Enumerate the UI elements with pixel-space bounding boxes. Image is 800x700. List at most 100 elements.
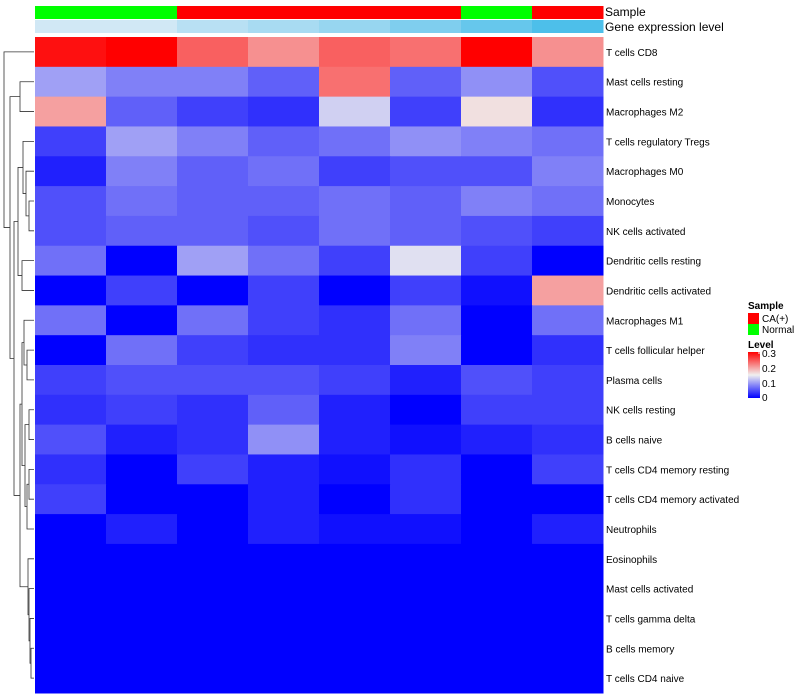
legend-sample-title: Sample: [748, 301, 784, 312]
sample-annotation-track: [35, 6, 604, 19]
heatmap-cell: [461, 215, 533, 247]
heatmap-cell: [532, 573, 604, 605]
heatmap-cell: [390, 603, 462, 634]
row-label: B cells memory: [606, 644, 674, 655]
heatmap-cell: [319, 126, 391, 157]
legend-level-title: Level: [748, 340, 774, 351]
dendrogram-branch: [17, 167, 23, 276]
legend: Sample CA(+) Normal Level 0.3 0.2 0.1 0: [748, 301, 794, 404]
heatmap-cell: [319, 543, 391, 575]
dendrogram-branch: [26, 349, 34, 381]
heatmap-cell: [177, 603, 249, 634]
dendrogram-branch: [13, 221, 20, 496]
heatmap-cell: [319, 514, 391, 545]
heatmap-cell: [390, 66, 462, 98]
sample-annotation-cell: [532, 6, 604, 19]
row-label: T cells regulatory Tregs: [606, 137, 710, 148]
sample-annotation-cell: [319, 6, 391, 19]
heatmap-cell: [106, 126, 178, 157]
heatmap-cell: [390, 543, 462, 575]
heatmap-cell: [248, 66, 320, 98]
heatmap-cell: [106, 335, 178, 366]
heatmap-cell: [35, 394, 107, 426]
heatmap-cell: [35, 186, 107, 217]
heatmap-cell: [177, 484, 249, 515]
heatmap-cell: [248, 126, 320, 157]
sample-annotation-cell: [106, 6, 178, 19]
row-label: NK cells resting: [606, 406, 675, 417]
heatmap-cell: [177, 335, 249, 366]
legend-level-colorbar: [748, 352, 760, 398]
row-label: B cells naive: [606, 436, 663, 447]
heatmap-cell: [35, 245, 107, 277]
legend-tick-0: 0: [762, 393, 768, 404]
expression-annotation-cell: [390, 20, 462, 33]
heatmap-cell: [461, 66, 533, 98]
heatmap-cell: [248, 543, 320, 575]
heatmap-cell: [532, 156, 604, 187]
heatmap-cell: [532, 96, 604, 127]
expression-annotation-cell: [177, 20, 249, 33]
heatmap-cell: [35, 37, 107, 68]
legend-normal-label: Normal: [762, 325, 794, 336]
dendrogram-branch: [28, 468, 34, 500]
heatmap-cell: [461, 633, 533, 664]
heatmap-cell: [248, 186, 320, 217]
heatmap-cell: [248, 573, 320, 605]
heatmap-cell: [177, 394, 249, 426]
heatmap-cell: [106, 514, 178, 545]
heatmap-cell: [461, 603, 533, 634]
row-label: Neutrophils: [606, 525, 657, 536]
row-dendrogram: [3, 51, 34, 679]
heatmap-cell: [461, 514, 533, 545]
heatmap-cell: [177, 275, 249, 306]
heatmap-cell: [248, 633, 320, 664]
expression-annotation-cell: [35, 20, 107, 33]
heatmap-cell: [319, 96, 391, 127]
heatmap-cell: [390, 37, 462, 68]
heatmap-cell: [461, 126, 533, 157]
heatmap-cell: [319, 573, 391, 605]
row-label: Plasma cells: [606, 376, 662, 387]
heatmap-cell: [35, 275, 107, 306]
heatmap-cell: [390, 454, 462, 485]
heatmap-cell: [532, 365, 604, 396]
heatmap-cell: [35, 156, 107, 187]
heatmap-cell: [248, 275, 320, 306]
heatmap-cell: [461, 305, 533, 336]
dendrogram-branch: [26, 483, 34, 530]
expression-track-label: Gene expression level: [605, 20, 724, 34]
heatmap-cell: [390, 215, 462, 247]
heatmap-cell: [177, 514, 249, 545]
heatmap-cell: [319, 484, 391, 515]
dendrogram-branch: [25, 170, 34, 217]
heatmap-cell: [177, 305, 249, 336]
heatmap-cell: [35, 633, 107, 664]
sample-annotation-cell: [177, 6, 249, 19]
heatmap-cell: [106, 633, 178, 664]
dendrogram-branch: [22, 140, 34, 194]
heatmap-cell: [248, 335, 320, 366]
heatmap-cell: [248, 424, 320, 455]
heatmap-cell: [390, 245, 462, 277]
row-label: Dendritic cells resting: [606, 257, 701, 268]
legend-ca-label: CA(+): [762, 314, 788, 325]
heatmap-cell: [106, 96, 178, 127]
heatmap-cell: [248, 96, 320, 127]
heatmap-cell: [461, 484, 533, 515]
row-label: T cells CD8: [606, 48, 658, 59]
dendrogram-branch: [3, 51, 34, 228]
heatmap-cell: [532, 543, 604, 575]
heatmap-cell: [390, 275, 462, 306]
legend-normal-swatch: [748, 324, 759, 335]
heatmap-cell: [106, 365, 178, 396]
heatmap-cell: [35, 543, 107, 575]
heatmap-cell: [461, 156, 533, 187]
row-label: Eosinophils: [606, 555, 657, 566]
heatmap-cell: [532, 275, 604, 306]
heatmap-cell: [35, 126, 107, 157]
heatmap-cell: [35, 454, 107, 485]
heatmap-cell: [532, 454, 604, 485]
heatmap-cell: [390, 424, 462, 455]
